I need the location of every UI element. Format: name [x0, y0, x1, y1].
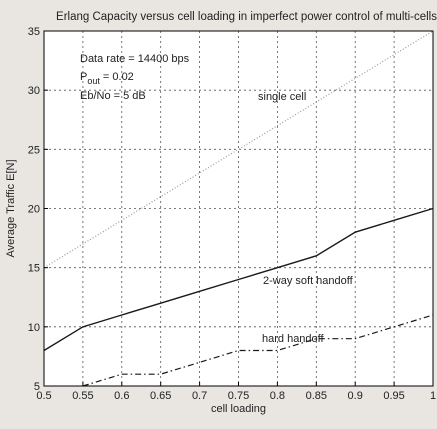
x-tick-label: 0.65 [150, 390, 171, 402]
x-tick-label: 0.85 [306, 390, 327, 402]
y-tick-label: 15 [28, 263, 40, 275]
y-tick-label: 5 [34, 381, 40, 393]
series-label-soft-handoff: 2-way soft handoff [263, 275, 354, 287]
x-tick-label: 0.7 [192, 390, 207, 402]
annotation-pout: Pout = 0.02 [80, 71, 134, 86]
series-line-1 [43, 207, 434, 352]
x-axis-label: cell loading [211, 403, 266, 415]
annotation-ebno: Eb/No = 5 dB [80, 90, 146, 102]
series-label-single-cell: single cell [258, 91, 306, 103]
y-tick-label: 10 [28, 322, 40, 334]
x-tick-label: 0.55 [72, 390, 93, 402]
pout-symbol: P [80, 71, 87, 83]
x-tick-label: 0.75 [228, 390, 249, 402]
series-line-2 [82, 314, 434, 387]
annotation-data-rate: Data rate = 14400 bps [80, 53, 190, 65]
y-tick-label: 30 [28, 85, 40, 97]
x-tick-label: 0.9 [348, 390, 363, 402]
x-tick-label: 0.95 [383, 390, 404, 402]
y-tick-label: 25 [28, 144, 40, 156]
pout-value: = 0.02 [100, 71, 134, 83]
x-tick-label: 0.6 [114, 390, 129, 402]
x-tick-label: 1 [430, 390, 436, 402]
y-tick-label: 35 [28, 26, 40, 38]
y-axis-label: Average Traffic E[N] [5, 159, 17, 257]
series-label-hard-handoff: hard handoff [262, 333, 325, 345]
series-group [43, 30, 434, 387]
pout-subscript: out [87, 76, 100, 86]
chart-title: Erlang Capacity versus cell loading in i… [56, 11, 437, 23]
series-line-0 [43, 30, 434, 269]
x-tick-label: 0.5 [36, 390, 51, 402]
x-tick-label: 0.8 [270, 390, 285, 402]
axes-group: 0.5 0.55 0.6 0.65 0.7 0.75 0.8 0.85 0.9 0.95 15101… [28, 26, 436, 402]
y-tick-label: 20 [28, 204, 40, 216]
